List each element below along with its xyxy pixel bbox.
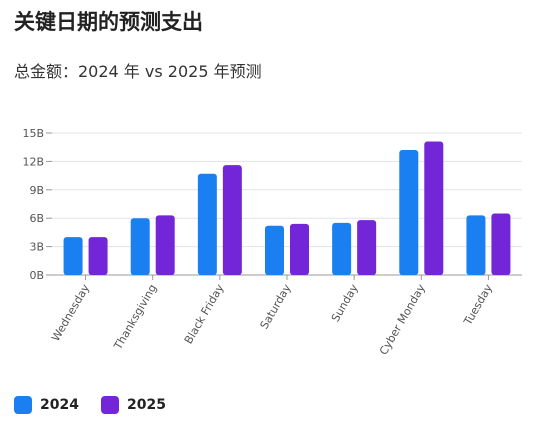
legend-label-2025: 2025 <box>126 397 166 413</box>
bar-2025-tuesday <box>491 213 511 275</box>
bar-2025-wednesday <box>88 237 108 275</box>
bar-2024-sunday <box>332 222 352 275</box>
y-tick-label: 0B <box>29 269 44 282</box>
bar-2025-cyber-monday <box>424 141 444 275</box>
x-tick-label: Black Friday <box>182 282 227 347</box>
bar-2024-cyber-monday <box>399 150 419 275</box>
chart-subtitle: 总金额：2024 年 vs 2025 年预测 <box>14 62 262 81</box>
bar-2025-black-friday <box>222 165 242 275</box>
y-tick-label: 15B <box>22 127 44 140</box>
bar-2024-thanksgiving <box>130 218 150 275</box>
x-tick-label: Cyber Monday <box>377 282 428 358</box>
legend: 2024 2025 <box>14 396 166 414</box>
bar-2024-black-friday <box>197 173 217 275</box>
bar-2025-sunday <box>357 220 377 275</box>
legend-swatch-2025 <box>100 396 119 414</box>
bar-2024-wednesday <box>63 237 83 275</box>
x-tick-label: Sunday <box>329 282 361 325</box>
x-tick-label: Thanksgiving <box>111 282 159 353</box>
bar-chart: 0B 3B 6B 9B 12B 15B Wednesday Thanksgiving Black… <box>22 127 522 358</box>
legend-label-2024: 2024 <box>40 397 79 413</box>
y-tick-label: 12B <box>22 155 44 168</box>
legend-swatch-2024 <box>14 396 32 414</box>
legend-item-2024[interactable]: 2024 <box>14 396 79 414</box>
x-tick-label: Saturday <box>258 282 294 332</box>
y-tick-label: 3B <box>29 241 44 254</box>
y-tick-label: 6B <box>29 212 44 225</box>
legend-item-2025[interactable]: 2025 <box>100 396 166 414</box>
x-tick-label: Tuesday <box>461 282 495 329</box>
bar-2024-tuesday <box>466 215 486 275</box>
x-tick-label: Wednesday <box>49 282 92 344</box>
chart-title: 关键日期的预测支出 <box>14 10 203 34</box>
bar-2025-thanksgiving <box>155 215 175 275</box>
bar-2024-saturday <box>265 225 284 275</box>
bar-2025-saturday <box>290 223 309 275</box>
y-tick-label: 9B <box>29 184 44 197</box>
